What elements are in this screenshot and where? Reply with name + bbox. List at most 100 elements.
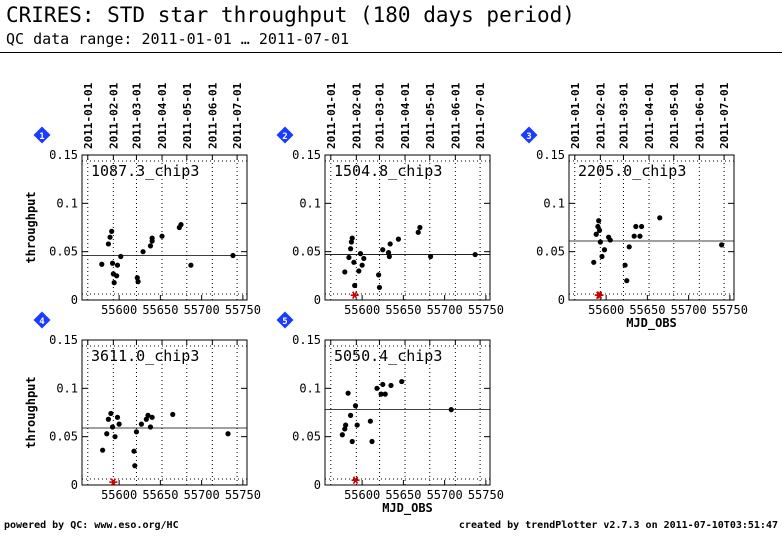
data-point bbox=[657, 215, 663, 221]
data-point bbox=[178, 222, 184, 228]
data-point bbox=[395, 236, 402, 242]
data-point bbox=[145, 412, 151, 418]
throughput-panel-5: 0 0.05 0.1 0.15 55600 55650 55700 55750 5050.4_c… bbox=[276, 311, 504, 516]
data-point bbox=[138, 421, 144, 427]
y-tick-label: 0.15 bbox=[49, 333, 78, 347]
data-point bbox=[225, 431, 231, 437]
data-point bbox=[354, 422, 360, 428]
data-point bbox=[149, 414, 155, 420]
panel-label: 1087.3_chip3 bbox=[91, 162, 199, 180]
date-tick-label: 2011-01-01 bbox=[569, 82, 582, 149]
x-tick-label: 55750 bbox=[712, 303, 748, 317]
data-point bbox=[387, 241, 393, 247]
data-point bbox=[415, 229, 421, 235]
data-point bbox=[349, 438, 355, 445]
panel-label: 3611.0_chip3 bbox=[91, 347, 199, 365]
date-tick-label: 2011-03-01 bbox=[617, 82, 630, 149]
data-point bbox=[140, 249, 146, 255]
x-tick-label: 55650 bbox=[142, 488, 178, 502]
x-tick-label: 55700 bbox=[427, 488, 463, 502]
data-point bbox=[626, 244, 632, 250]
x-tick-label: 55750 bbox=[225, 488, 261, 502]
data-point bbox=[339, 432, 345, 438]
data-point bbox=[114, 262, 121, 268]
y-tick-label: 0.05 bbox=[536, 245, 565, 259]
y-tick-label: 0 bbox=[558, 293, 565, 307]
x-tick-label: 55600 bbox=[344, 303, 380, 317]
data-point bbox=[114, 273, 120, 279]
data-point bbox=[345, 390, 351, 396]
data-point bbox=[359, 262, 365, 268]
throughput-panel-2: 0 0.05 0.1 0.15 55600 55650 55700 55750 2011-01-… bbox=[276, 82, 504, 317]
y-axis-title: throughput bbox=[24, 191, 38, 263]
flagged-point bbox=[109, 478, 118, 486]
plot-frame bbox=[568, 154, 735, 301]
y-tick-label: 0 bbox=[314, 293, 321, 307]
data-point bbox=[631, 233, 637, 239]
date-tick-label: 2011-06-01 bbox=[693, 82, 706, 149]
panel-badge-icon bbox=[520, 126, 538, 144]
data-point bbox=[622, 262, 628, 268]
data-point bbox=[472, 251, 478, 258]
y-tick-label: 0 bbox=[71, 478, 78, 492]
data-point bbox=[132, 463, 138, 469]
x-tick-label: 55600 bbox=[101, 488, 137, 502]
header-divider bbox=[0, 52, 782, 53]
date-tick-label: 2011-04-01 bbox=[156, 82, 169, 149]
panel-label: 2205.0_chip3 bbox=[578, 162, 686, 180]
y-tick-label: 0.1 bbox=[299, 381, 321, 395]
date-tick-label: 2011-06-01 bbox=[206, 82, 219, 149]
data-point bbox=[376, 272, 382, 278]
x-tick-label: 55700 bbox=[184, 488, 220, 502]
throughput-panel-1: 0 0.05 0.1 0.15 55600 55650 55700 55750 2011-01-… bbox=[24, 82, 261, 317]
panel-badge-number: 1 bbox=[39, 132, 44, 142]
panel-label: 1504.8_chip3 bbox=[334, 162, 442, 180]
data-point bbox=[105, 241, 111, 247]
data-point bbox=[147, 243, 154, 249]
data-point bbox=[112, 434, 118, 440]
y-tick-label: 0 bbox=[71, 293, 78, 307]
plot-frame bbox=[324, 154, 491, 301]
x-axis-title: MJD_OBS bbox=[626, 316, 677, 331]
x-tick-label: 55700 bbox=[671, 303, 707, 317]
page-subtitle: QC data range: 2011-01-01 … 2011-07-01 bbox=[6, 30, 350, 48]
data-point bbox=[230, 252, 236, 259]
data-point bbox=[147, 424, 154, 430]
data-point bbox=[105, 416, 111, 422]
data-point bbox=[382, 391, 388, 397]
data-point bbox=[593, 231, 599, 237]
data-point bbox=[107, 234, 113, 240]
data-point bbox=[118, 253, 124, 260]
data-point bbox=[342, 426, 348, 432]
y-tick-label: 0.15 bbox=[49, 148, 78, 162]
x-tick-label: 55750 bbox=[468, 488, 504, 502]
data-point bbox=[349, 235, 355, 241]
plot-frame bbox=[81, 154, 248, 301]
data-point bbox=[342, 269, 348, 275]
data-point bbox=[624, 278, 630, 284]
plot-frame bbox=[81, 339, 248, 486]
x-tick-label: 55650 bbox=[629, 303, 665, 317]
y-tick-label: 0 bbox=[314, 478, 321, 492]
x-tick-label: 55750 bbox=[468, 303, 504, 317]
flag-stroke bbox=[352, 476, 359, 485]
data-point bbox=[343, 422, 349, 428]
data-point bbox=[111, 280, 117, 286]
data-point bbox=[134, 275, 140, 281]
data-point bbox=[135, 279, 141, 285]
data-point bbox=[380, 247, 386, 253]
flag-stroke bbox=[596, 291, 603, 300]
y-tick-label: 0.05 bbox=[49, 430, 78, 444]
data-point bbox=[109, 424, 116, 430]
x-tick-label: 55700 bbox=[184, 303, 220, 317]
data-point bbox=[346, 254, 352, 261]
panel-label: 5050.4_chip3 bbox=[334, 347, 442, 365]
y-tick-label: 0.1 bbox=[543, 196, 565, 210]
data-point bbox=[347, 246, 354, 252]
y-tick-label: 0.05 bbox=[49, 245, 78, 259]
y-tick-label: 0.05 bbox=[292, 430, 321, 444]
data-point bbox=[378, 391, 384, 397]
date-tick-label: 2011-07-01 bbox=[231, 82, 244, 149]
data-point bbox=[100, 447, 106, 453]
data-point bbox=[99, 261, 105, 267]
